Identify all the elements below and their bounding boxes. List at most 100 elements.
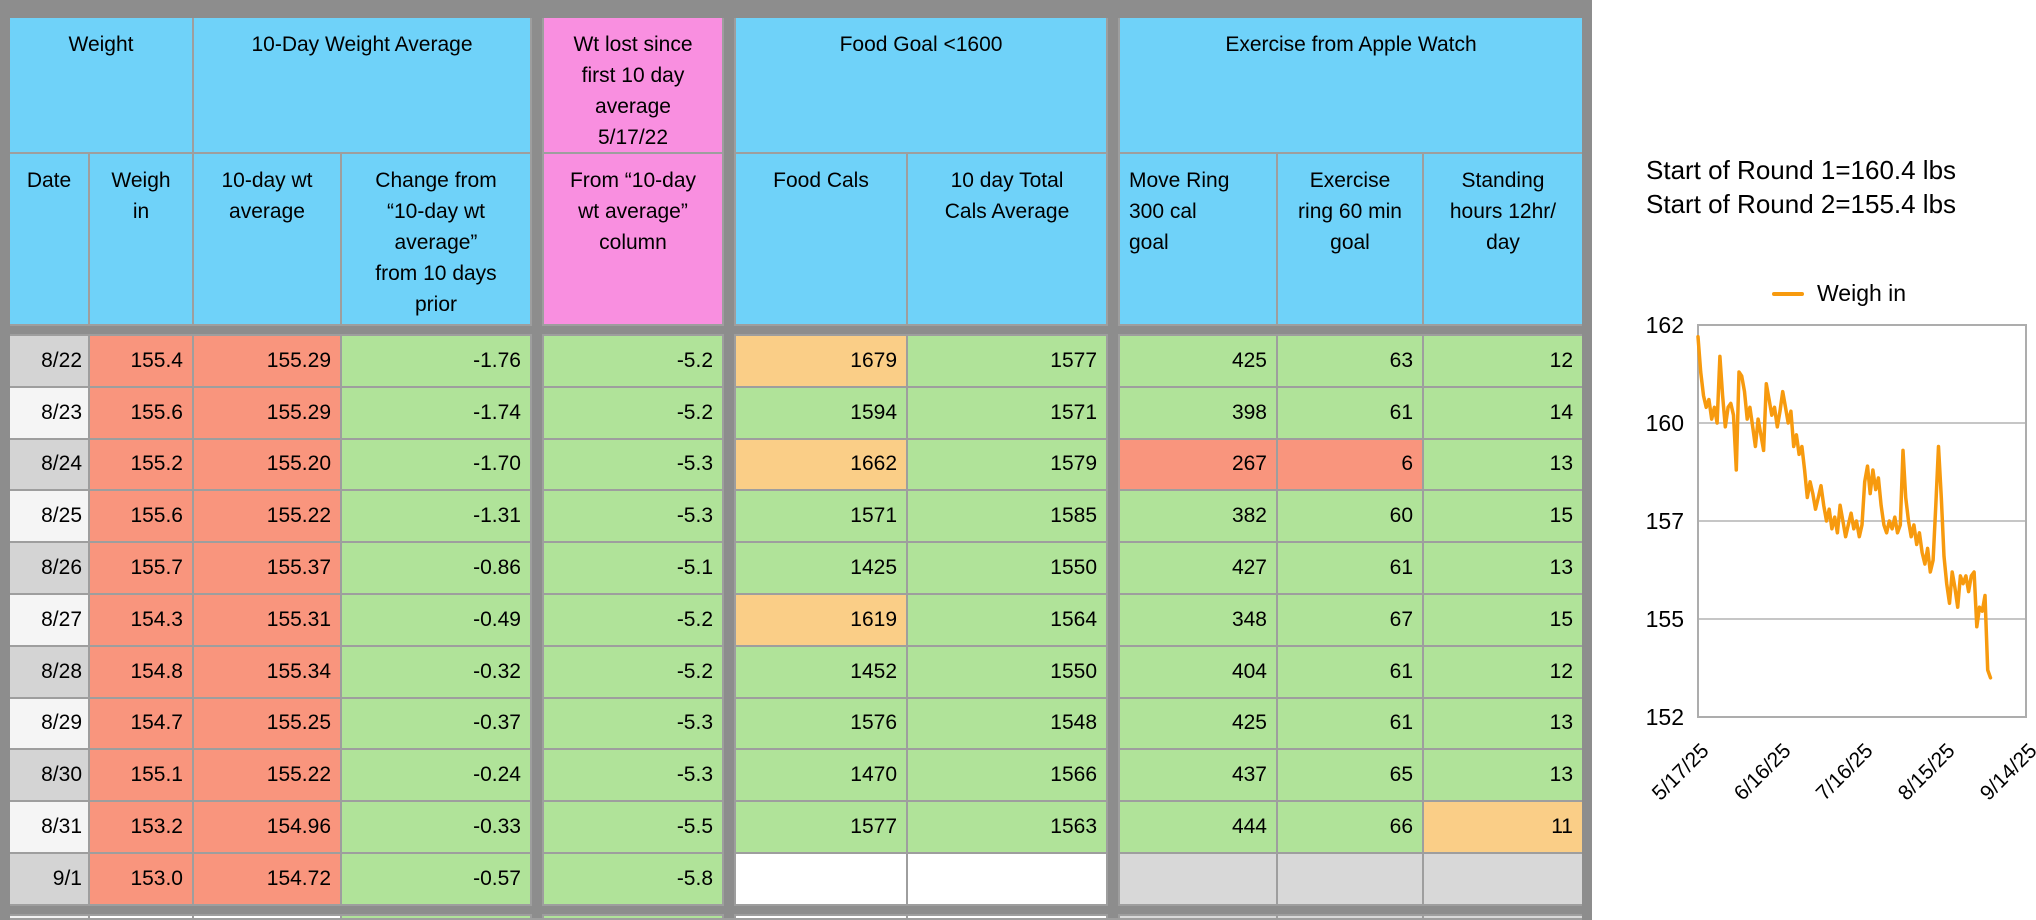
cell-move-ring[interactable]: 404	[1120, 646, 1276, 697]
col-header-wt-lost[interactable]: From “10-day wt average” column	[544, 154, 722, 324]
cell-standing-hours[interactable]: 15	[1424, 594, 1582, 645]
cell-cals-avg[interactable]	[908, 853, 1106, 904]
cell-weigh-in[interactable]: 155.2	[90, 439, 192, 490]
cell-weigh-in[interactable]: 155.4	[90, 336, 192, 386]
cell-change[interactable]: -0.24	[342, 750, 530, 801]
cell-standing-hours[interactable]: 11	[1424, 802, 1582, 852]
cell-change[interactable]: -0.86	[342, 543, 530, 593]
cell-10day-avg[interactable]: 154.96	[194, 802, 340, 852]
cell-10day-avg[interactable]: 155.22	[194, 491, 340, 542]
cell-10day-avg[interactable]: 155.37	[194, 543, 340, 593]
cell-weigh-in[interactable]: 155.6	[90, 491, 192, 542]
cell-date[interactable]: 8/24	[10, 439, 88, 490]
cell-wt-lost[interactable]: -5.3	[544, 698, 722, 749]
cell-wt-lost[interactable]: -5.3	[544, 439, 722, 490]
cell-date[interactable]: 8/28	[10, 646, 88, 697]
cell-cals-avg[interactable]: 1563	[908, 802, 1106, 852]
cell-cals-avg[interactable]: 1571	[908, 387, 1106, 438]
cell-move-ring[interactable]	[1120, 853, 1276, 904]
cell-change[interactable]: -1.74	[342, 387, 530, 438]
cell-standing-hours[interactable]: 13	[1424, 439, 1582, 490]
cell-move-ring[interactable]: 398	[1120, 387, 1276, 438]
cell-wt-lost[interactable]: -5.1	[544, 543, 722, 593]
cell-weigh-in[interactable]: 154.7	[90, 698, 192, 749]
cell-exercise-ring[interactable]: 67	[1278, 594, 1422, 645]
cell-10day-avg[interactable]: 154.72	[194, 853, 340, 904]
cell-standing-hours[interactable]: 15	[1424, 491, 1582, 542]
cell-exercise-ring[interactable]: 66	[1278, 802, 1422, 852]
cell-cals-avg[interactable]: 1579	[908, 439, 1106, 490]
group-header-exercise[interactable]: Exercise from Apple Watch	[1120, 18, 1582, 152]
col-header-food-cals[interactable]: Food Cals	[736, 154, 906, 324]
cell-date[interactable]: 8/27	[10, 594, 88, 645]
cell-cals-avg[interactable]: 1566	[908, 750, 1106, 801]
cell-food-cals[interactable]: 1452	[736, 646, 906, 697]
cell-change[interactable]: -0.33	[342, 802, 530, 852]
cell-exercise-ring[interactable]: 61	[1278, 543, 1422, 593]
cell-wt-lost[interactable]: -5.3	[544, 491, 722, 542]
cell-food-cals[interactable]: 1576	[736, 698, 906, 749]
cell-wt-lost[interactable]: -5.8	[544, 853, 722, 904]
cell-move-ring[interactable]: 444	[1120, 802, 1276, 852]
cell-food-cals[interactable]: 1679	[736, 336, 906, 386]
cell-change[interactable]: -0.32	[342, 646, 530, 697]
cell-wt-lost[interactable]: -5.5	[544, 802, 722, 852]
cell-date[interactable]: 8/26	[10, 543, 88, 593]
cell-date[interactable]: 8/23	[10, 387, 88, 438]
cell-food-cals[interactable]: 1425	[736, 543, 906, 593]
group-header-wt-lost[interactable]: Wt lost since first 10 day average 5/17/…	[544, 18, 722, 152]
cell-move-ring[interactable]: 267	[1120, 439, 1276, 490]
cell-weigh-in[interactable]: 153.0	[90, 853, 192, 904]
col-header-cals-avg[interactable]: 10 day Total Cals Average	[908, 154, 1106, 324]
cell-exercise-ring[interactable]: 65	[1278, 750, 1422, 801]
cell-date[interactable]: 8/29	[10, 698, 88, 749]
cell-wt-lost[interactable]: -5.2	[544, 336, 722, 386]
cell-wt-lost[interactable]: -5.3	[544, 750, 722, 801]
cell-date[interactable]: 8/25	[10, 491, 88, 542]
cell-food-cals[interactable]: 1594	[736, 387, 906, 438]
cell-10day-avg[interactable]: 155.22	[194, 750, 340, 801]
cell-standing-hours[interactable]: 13	[1424, 750, 1582, 801]
cell-10day-avg[interactable]: 155.20	[194, 439, 340, 490]
col-header-change[interactable]: Change from “10-day wt average” from 10 …	[342, 154, 530, 324]
cell-standing-hours[interactable]: 13	[1424, 543, 1582, 593]
cell-move-ring[interactable]: 425	[1120, 698, 1276, 749]
cell-10day-avg[interactable]: 155.29	[194, 387, 340, 438]
cell-cals-avg[interactable]: 1564	[908, 594, 1106, 645]
cell-food-cals[interactable]	[736, 853, 906, 904]
group-header-weight[interactable]: Weight	[10, 18, 192, 152]
cell-food-cals[interactable]: 1577	[736, 802, 906, 852]
group-header-10day-average[interactable]: 10-Day Weight Average	[194, 18, 530, 152]
cell-weigh-in[interactable]: 155.6	[90, 387, 192, 438]
cell-exercise-ring[interactable]: 61	[1278, 698, 1422, 749]
cell-food-cals[interactable]: 1662	[736, 439, 906, 490]
cell-standing-hours[interactable]	[1424, 853, 1582, 904]
cell-date[interactable]: 9/1	[10, 853, 88, 904]
cell-10day-avg[interactable]: 155.25	[194, 698, 340, 749]
cell-change[interactable]: -0.49	[342, 594, 530, 645]
col-header-move-ring[interactable]: Move Ring 300 cal goal	[1120, 154, 1276, 324]
cell-cals-avg[interactable]: 1550	[908, 646, 1106, 697]
col-header-weigh-in[interactable]: Weigh in	[90, 154, 192, 324]
cell-weigh-in[interactable]: 154.8	[90, 646, 192, 697]
cell-10day-avg[interactable]: 155.34	[194, 646, 340, 697]
cell-move-ring[interactable]: 348	[1120, 594, 1276, 645]
col-header-date[interactable]: Date	[10, 154, 88, 324]
cell-weigh-in[interactable]: 153.2	[90, 802, 192, 852]
cell-date[interactable]: 8/30	[10, 750, 88, 801]
cell-exercise-ring[interactable]: 60	[1278, 491, 1422, 542]
cell-food-cals[interactable]: 1470	[736, 750, 906, 801]
cell-change[interactable]: -1.76	[342, 336, 530, 386]
cell-change[interactable]: -0.57	[342, 853, 530, 904]
cell-cals-avg[interactable]: 1577	[908, 336, 1106, 386]
cell-change[interactable]: -1.31	[342, 491, 530, 542]
cell-exercise-ring[interactable]	[1278, 853, 1422, 904]
cell-10day-avg[interactable]: 155.29	[194, 336, 340, 386]
cell-change[interactable]: -0.37	[342, 698, 530, 749]
col-header-exercise-ring[interactable]: Exercise ring 60 min goal	[1278, 154, 1422, 324]
cell-cals-avg[interactable]: 1585	[908, 491, 1106, 542]
cell-standing-hours[interactable]: 12	[1424, 336, 1582, 386]
cell-wt-lost[interactable]: -5.2	[544, 594, 722, 645]
cell-move-ring[interactable]: 427	[1120, 543, 1276, 593]
cell-exercise-ring[interactable]: 63	[1278, 336, 1422, 386]
